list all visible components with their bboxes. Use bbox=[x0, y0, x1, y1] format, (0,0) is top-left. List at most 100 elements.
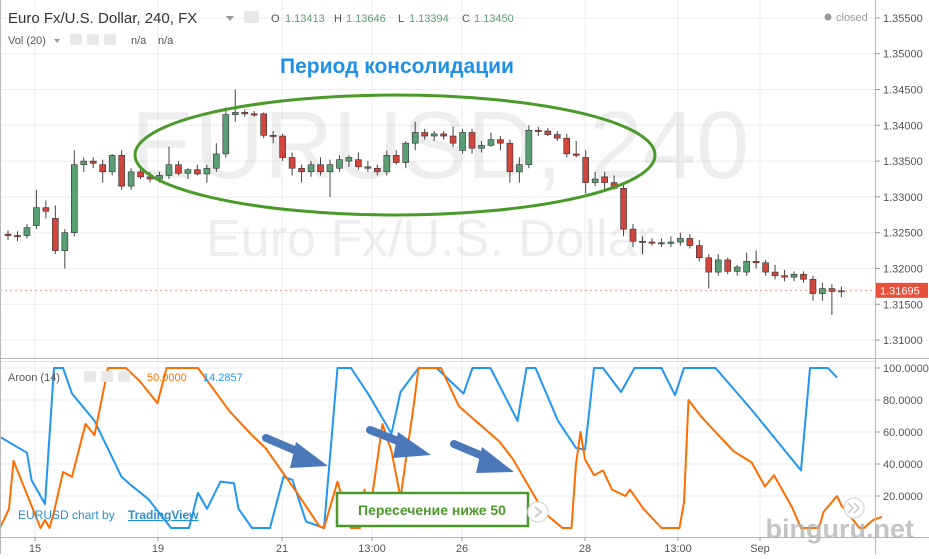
aroon-label[interactable]: Aroon (14) bbox=[8, 372, 60, 384]
arrow-3-head bbox=[476, 447, 514, 473]
aroon-down-line bbox=[0, 367, 883, 529]
current-price-tag: 1.31695 bbox=[876, 282, 928, 298]
candle bbox=[743, 252, 750, 276]
candle bbox=[563, 133, 571, 158]
candle-body bbox=[544, 130, 552, 135]
price-axis: 1.35500 1.35000 1.34500 1.34000 1.33500 1.330… bbox=[875, 13, 923, 347]
candle bbox=[809, 275, 817, 301]
candle-body bbox=[61, 232, 69, 251]
candle-body bbox=[392, 155, 400, 163]
volume-chevron-down-icon[interactable] bbox=[54, 39, 60, 43]
symbol-title[interactable]: Euro Fx/U.S. Dollar, 240, FX bbox=[8, 10, 197, 27]
candle-body bbox=[686, 238, 694, 246]
candle bbox=[355, 152, 362, 170]
aroon-tick-label: 80.0000 bbox=[883, 395, 923, 407]
candle-body bbox=[279, 135, 286, 158]
candle-body bbox=[459, 132, 466, 151]
volume-value-1: n/a bbox=[131, 35, 147, 47]
aroon-close-icon[interactable] bbox=[118, 371, 130, 382]
candle bbox=[572, 141, 580, 158]
volume-close-icon[interactable] bbox=[104, 34, 116, 45]
status-dot-icon bbox=[824, 13, 832, 21]
candle bbox=[752, 250, 760, 269]
candle-body bbox=[752, 261, 760, 264]
candle-body bbox=[137, 171, 144, 178]
candle bbox=[42, 200, 50, 219]
candle-body bbox=[108, 155, 116, 173]
aroon-legend: Aroon (14) 50.0000 14.2857 bbox=[8, 371, 243, 384]
chevron-down-icon[interactable] bbox=[226, 16, 234, 21]
credit-brand[interactable]: TradingView bbox=[128, 508, 199, 522]
candle-body bbox=[184, 169, 192, 174]
grid-lines bbox=[0, 0, 875, 537]
candle-body bbox=[440, 133, 447, 137]
chevron-right-icon bbox=[534, 506, 543, 518]
candle bbox=[478, 141, 485, 153]
c-value: 1.13450 bbox=[474, 13, 514, 25]
candle-body bbox=[430, 133, 438, 137]
candle bbox=[184, 168, 192, 179]
candle-body bbox=[516, 164, 523, 173]
watermark-symbol: EURUSD, 240 bbox=[131, 92, 750, 199]
chevron-double-right-icon bbox=[847, 502, 861, 514]
time-tick-label: 21 bbox=[276, 543, 288, 554]
volume-settings-icon[interactable] bbox=[87, 34, 99, 45]
candle-body bbox=[411, 132, 419, 144]
candle-body bbox=[705, 257, 713, 273]
volume-eye-icon[interactable] bbox=[70, 34, 82, 45]
candle bbox=[553, 131, 561, 142]
candle bbox=[696, 239, 703, 262]
candle-body bbox=[203, 167, 211, 175]
candle-body bbox=[326, 164, 334, 173]
scroll-right-button[interactable] bbox=[843, 497, 865, 519]
candle bbox=[194, 164, 201, 176]
candle bbox=[383, 150, 391, 176]
price-tick-label: 1.31000 bbox=[883, 335, 923, 347]
candle bbox=[629, 224, 637, 248]
scroll-left-button[interactable] bbox=[527, 501, 549, 523]
candle-body bbox=[118, 155, 125, 187]
aroon-down-value: 50.0000 bbox=[147, 372, 187, 384]
candle-body bbox=[165, 164, 173, 176]
candle bbox=[440, 131, 447, 140]
candle-body bbox=[800, 273, 807, 280]
aroon-eye-icon[interactable] bbox=[84, 371, 96, 382]
current-price-tag-bg bbox=[876, 282, 928, 298]
candle bbox=[364, 161, 372, 172]
candle bbox=[203, 164, 211, 183]
candle bbox=[89, 157, 97, 169]
candle bbox=[430, 131, 438, 142]
candle bbox=[165, 146, 173, 179]
candle bbox=[667, 236, 675, 248]
eye-icon[interactable] bbox=[244, 11, 259, 23]
candle-body bbox=[127, 171, 135, 187]
arrow-1 bbox=[262, 434, 328, 468]
volume-legend: Vol (20) n/a n/a bbox=[8, 34, 174, 47]
aroon-up-value: 14.2857 bbox=[203, 372, 243, 384]
candle bbox=[686, 234, 694, 249]
candle bbox=[468, 128, 476, 154]
aroon-tick-label: 40.0000 bbox=[883, 459, 923, 471]
price-tick-label: 1.31500 bbox=[883, 299, 923, 311]
candle-body bbox=[563, 137, 571, 155]
candle-body bbox=[819, 288, 826, 294]
candle bbox=[677, 232, 684, 246]
candle bbox=[118, 150, 125, 190]
candle-body bbox=[629, 228, 637, 242]
candle-body bbox=[288, 157, 296, 169]
candle bbox=[411, 121, 419, 151]
watermark-name: Euro Fx/U.S. Dollar bbox=[206, 210, 654, 268]
candle bbox=[317, 157, 324, 176]
candle bbox=[213, 143, 220, 172]
candle-body bbox=[355, 159, 362, 168]
candle-body bbox=[364, 166, 372, 169]
price-tick-label: 1.34500 bbox=[883, 85, 923, 97]
candle-body bbox=[260, 113, 267, 136]
volume-label[interactable]: Vol (20) bbox=[8, 35, 46, 47]
candle-body bbox=[677, 238, 684, 243]
aroon-settings-icon[interactable] bbox=[101, 371, 113, 382]
candle-body bbox=[497, 139, 504, 144]
candle-body bbox=[250, 113, 258, 116]
candle bbox=[23, 224, 31, 239]
